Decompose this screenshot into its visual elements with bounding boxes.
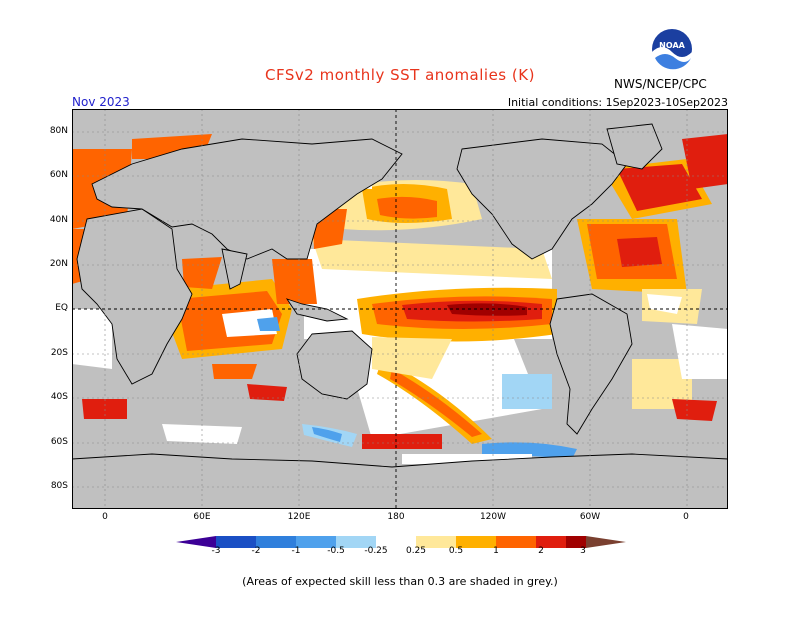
- lon-label-180: 180: [387, 512, 405, 522]
- lon-label-0: 0: [102, 512, 108, 522]
- colorbar-swatch: [536, 536, 566, 548]
- colorbar-swatch: [566, 536, 586, 548]
- lat-label-40s: 40S: [50, 392, 68, 402]
- continent-landmasses: [72, 123, 728, 509]
- colorbar-swatch: [296, 536, 336, 548]
- colorbar-label: -1: [291, 546, 301, 556]
- noaa-logo: NOAA: [651, 28, 693, 76]
- skill-footnote: (Areas of expected skill less than 0.3 a…: [242, 575, 558, 588]
- colorbar-label: -3: [211, 546, 221, 556]
- colorbar-swatch: [216, 536, 256, 548]
- colorbar-swatch: [376, 536, 416, 548]
- colorbar-label: -0.25: [364, 546, 388, 556]
- colorbar-swatch: [336, 536, 376, 548]
- initial-conditions: Initial conditions: 1Sep2023-10Sep2023: [507, 96, 728, 109]
- map-frame: [72, 109, 728, 509]
- lat-label-60n: 60N: [49, 170, 68, 180]
- colorbar-swatch: [456, 536, 496, 548]
- lat-label-20s: 20S: [50, 348, 68, 358]
- target-month: Nov 2023: [72, 95, 130, 109]
- colorbar-swatch: [496, 536, 536, 548]
- colorbar-label: 1: [493, 546, 499, 556]
- colorbar-swatch: [416, 536, 456, 548]
- lon-label-0-east: 0: [683, 512, 689, 522]
- colorbar-label: 0.5: [448, 546, 464, 556]
- colorbar-label: -0.5: [327, 546, 345, 556]
- agency-label: NWS/NCEP/CPC: [614, 77, 707, 91]
- australia-land: [296, 330, 373, 400]
- map-title: CFSv2 monthly SST anomalies (K): [265, 66, 535, 84]
- indonesia-land: [285, 298, 349, 322]
- equator-dateline: [72, 109, 728, 509]
- colorbar-high-arrow: [586, 536, 626, 548]
- lon-label-120w: 120W: [479, 512, 507, 522]
- lat-label-20n: 20N: [49, 259, 68, 269]
- sst-anomaly-map: [72, 109, 728, 509]
- colorbar-low-arrow: [176, 536, 216, 548]
- colorbar-label: 3: [580, 546, 586, 556]
- colorbar: [176, 536, 626, 548]
- lat-label-eq: EQ: [55, 303, 68, 313]
- colorbar-label: -2: [251, 546, 261, 556]
- lat-label-80s: 80S: [50, 481, 68, 491]
- lon-label-60e: 60E: [193, 512, 211, 522]
- lon-label-60w: 60W: [579, 512, 601, 522]
- north-america-land: [456, 138, 628, 260]
- lat-label-40n: 40N: [49, 215, 68, 225]
- africa-land: [76, 208, 193, 385]
- colorbar-label: 2: [538, 546, 544, 556]
- lon-label-120e: 120E: [287, 512, 311, 522]
- greenland-land: [606, 123, 663, 170]
- colorbar-label: 0.25: [405, 546, 427, 556]
- colorbar-swatch: [256, 536, 296, 548]
- lat-label-60s: 60S: [50, 437, 68, 447]
- antarctica-land: [72, 453, 728, 509]
- lat-label-80n: 80N: [49, 126, 68, 136]
- india-land: [221, 248, 248, 290]
- lat-lon-gridlines: [72, 109, 728, 509]
- south-america-land: [549, 293, 633, 435]
- logo-text: NOAA: [659, 41, 685, 50]
